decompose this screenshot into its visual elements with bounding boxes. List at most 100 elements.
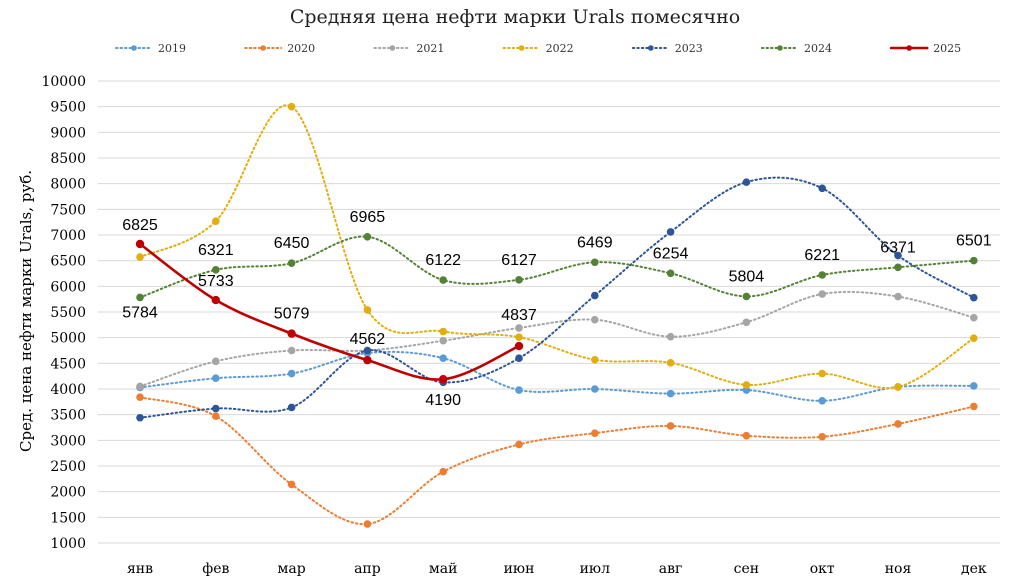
data-point-2025	[135, 239, 145, 249]
legend-label: 2022	[546, 42, 574, 55]
data-label-2025: 5079	[274, 306, 310, 323]
series-2019	[136, 349, 978, 405]
data-point-2022	[591, 355, 599, 364]
x-tick-label: янв	[127, 561, 153, 577]
legend-marker	[389, 45, 396, 51]
data-point-2023	[894, 251, 902, 260]
data-point-2020	[894, 420, 902, 428]
data-point-2021	[212, 357, 220, 366]
series-line-2022	[139, 104, 975, 390]
y-tick-label: 3500	[50, 408, 86, 424]
data-point-2025	[287, 329, 296, 338]
data-point-2024	[970, 256, 978, 265]
legend-marker	[131, 45, 137, 51]
y-tick-label: 1000	[50, 536, 86, 552]
legend-marker	[777, 45, 783, 51]
series-lines	[135, 102, 978, 528]
data-point-2022	[742, 381, 751, 389]
data-point-2025	[211, 295, 220, 305]
y-tick-label: 7500	[50, 202, 86, 218]
series-2022	[136, 102, 978, 391]
data-label-2024: 5804	[729, 268, 765, 285]
legend-marker	[260, 45, 267, 51]
data-label-2025: 5733	[198, 273, 234, 290]
x-tick-label: сен	[734, 561, 759, 577]
x-tick-label: ноя	[885, 561, 912, 577]
x-tick-label: апр	[354, 561, 381, 577]
x-axis-ticks: янв фев мар апр май июн июл авг сен окт ноя дек	[127, 561, 987, 577]
x-tick-label: май	[429, 561, 458, 577]
data-point-2024	[742, 292, 751, 301]
legend-marker	[906, 45, 912, 51]
data-point-2019	[591, 385, 599, 393]
legend-item-2024: 2024	[761, 42, 832, 55]
legend-item-2023: 2023	[631, 42, 703, 55]
series-line-2025	[138, 242, 521, 381]
data-point-2021	[515, 324, 523, 332]
y-tick-label: 6000	[50, 279, 86, 295]
data-point-2024	[666, 269, 675, 278]
x-tick-label: окт	[810, 561, 835, 577]
y-axis-label: Сред. цена нефти марки Urals, руб.	[17, 170, 35, 452]
series-2021	[136, 290, 978, 391]
data-label-2025: 4562	[350, 331, 386, 348]
data-point-2019	[287, 369, 296, 378]
data-point-2020	[970, 402, 978, 411]
data-point-2023	[970, 293, 978, 302]
data-label-2024: 6122	[425, 252, 461, 269]
y-tick-label: 10000	[41, 74, 86, 90]
y-tick-label: 7000	[50, 228, 86, 244]
legend-label: 2024	[804, 42, 832, 55]
y-tick-label: 9000	[50, 125, 86, 141]
data-point-2021	[591, 315, 599, 324]
y-tick-label: 2000	[50, 485, 86, 501]
data-point-2021	[136, 382, 144, 391]
data-point-2024	[287, 259, 296, 268]
legend-label: 2021	[416, 42, 444, 55]
data-point-2021	[818, 290, 826, 298]
legend-label: 2020	[287, 42, 315, 55]
x-tick-label: июл	[580, 561, 611, 577]
data-label-2024: 6254	[653, 245, 689, 262]
data-point-2021	[666, 332, 675, 341]
data-point-2019	[515, 386, 523, 394]
data-point-2022	[666, 359, 675, 367]
data-point-2023	[363, 346, 372, 355]
data-point-2024	[894, 263, 902, 272]
x-tick-label: фев	[202, 561, 229, 577]
data-point-2020	[363, 520, 372, 528]
data-point-2023	[136, 413, 144, 422]
y-tick-label: 4500	[50, 356, 86, 372]
x-tick-label: дек	[961, 561, 987, 577]
legend-item-2020: 2020	[244, 42, 315, 55]
legend-item-2021: 2021	[373, 42, 444, 55]
series-2023	[136, 176, 978, 422]
data-point-2023	[515, 354, 523, 363]
data-point-2019	[439, 354, 448, 363]
data-point-2023	[212, 404, 220, 413]
data-point-2019	[818, 397, 826, 405]
series-line-2021	[139, 290, 975, 388]
data-point-2023	[287, 403, 296, 412]
data-point-2024	[363, 232, 372, 241]
legend-label: 2025	[933, 42, 961, 55]
legend-item-2022: 2022	[502, 42, 574, 55]
data-point-2022	[818, 369, 826, 378]
data-point-2020	[287, 480, 296, 489]
series-line-2024	[139, 235, 975, 299]
x-tick-label: июн	[504, 561, 535, 577]
data-label-2024: 6371	[880, 239, 916, 256]
data-point-2024	[136, 293, 144, 302]
legend-label: 2023	[675, 42, 703, 55]
data-point-2019	[212, 374, 220, 383]
data-point-2024	[212, 266, 220, 274]
data-point-2022	[212, 217, 220, 225]
data-point-2022	[970, 334, 978, 342]
chart-title: Средняя цена нефти марки Urals помесячно	[290, 6, 740, 28]
data-point-2021	[894, 292, 902, 301]
data-point-2020	[818, 432, 826, 441]
data-point-2022	[515, 333, 523, 341]
data-label-2024: 6965	[350, 209, 386, 226]
data-label-2025: 4190	[425, 392, 461, 409]
y-tick-label: 5500	[50, 305, 86, 321]
